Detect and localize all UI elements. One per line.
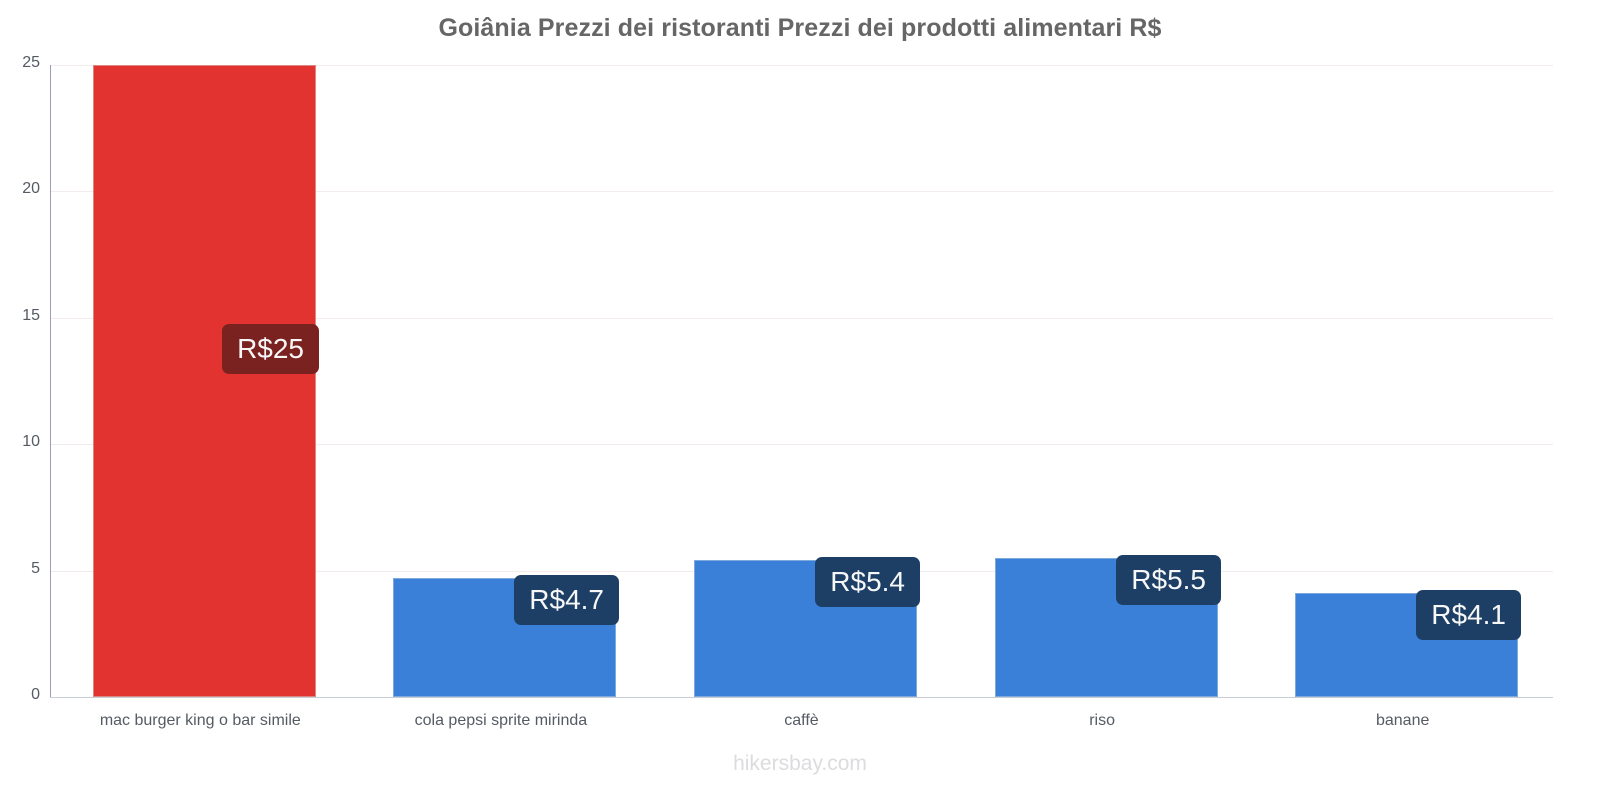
bar-value-label: R$5.5 [1116, 554, 1221, 605]
x-axis-tick-label: mac burger king o bar simile [99, 712, 301, 729]
gridline [50, 65, 1553, 66]
x-axis-tick-label: cola pepsi sprite mirinda [414, 712, 588, 729]
gridline [50, 444, 1553, 446]
footer-watermark: hikersbay.com [733, 752, 867, 775]
y-axis-line [50, 65, 51, 697]
bar-value-label: R$4.1 [1416, 590, 1521, 641]
y-axis-tick-label: 20 [22, 180, 40, 198]
chart-title: Goiânia Prezzi dei ristoranti Prezzi dei… [438, 14, 1162, 42]
x-axis-tick-label: banane [1375, 712, 1430, 729]
y-axis-tick-label: 5 [31, 559, 40, 577]
gridline [50, 317, 1553, 319]
bar-value-label: R$4.7 [514, 575, 619, 626]
x-axis-tick-label: caffè [784, 712, 819, 729]
y-axis-tick-label: 10 [22, 433, 40, 451]
bar[interactable] [93, 65, 316, 697]
y-axis-tick-label: 15 [22, 306, 40, 324]
bar-value-label: R$5.4 [815, 557, 920, 608]
y-axis-tick-label: 0 [31, 686, 40, 703]
bar[interactable] [694, 560, 917, 697]
bar-value-label: R$25 [222, 324, 319, 374]
y-axis-tick-label: 25 [22, 54, 40, 71]
x-axis-tick-label: riso [1089, 712, 1115, 729]
gridline [50, 191, 1553, 193]
x-axis-line [50, 697, 1553, 698]
